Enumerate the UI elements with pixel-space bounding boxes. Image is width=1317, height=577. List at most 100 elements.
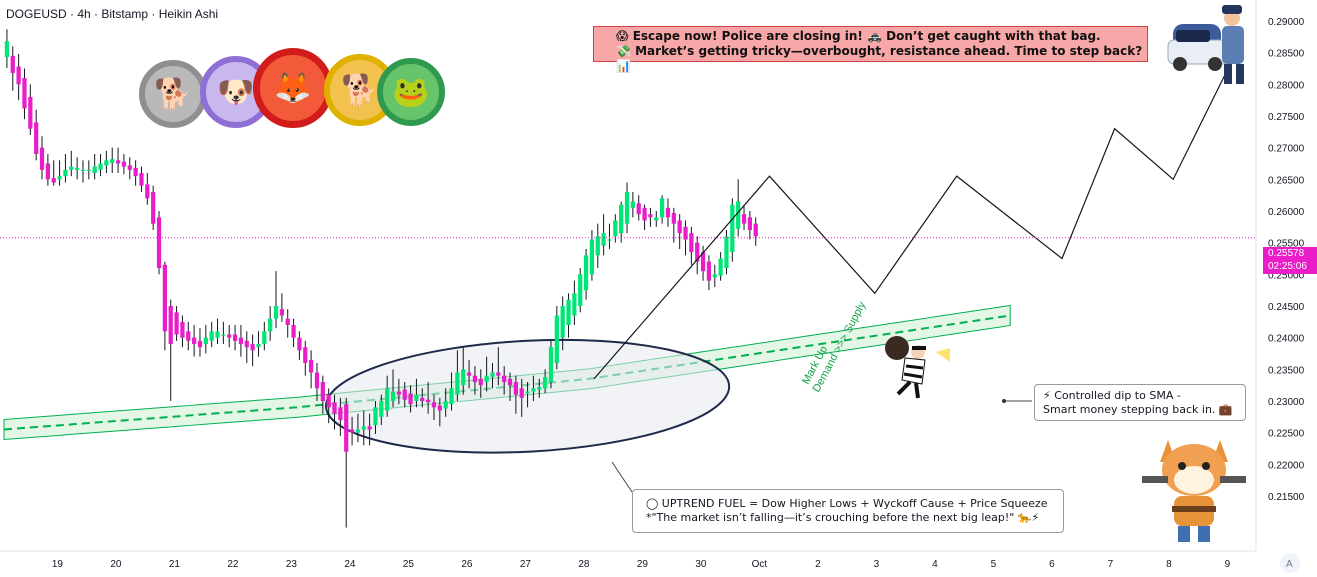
bear-candle — [133, 167, 138, 177]
bear-candle — [197, 340, 203, 348]
thief-icon — [885, 336, 950, 399]
bear-candle — [753, 223, 758, 237]
time-tick-label: 21 — [169, 559, 181, 570]
time-tick-label: 20 — [110, 559, 122, 570]
bear-candle — [437, 405, 442, 411]
time-tick-label: 27 — [520, 559, 532, 570]
time-tick-label: 24 — [344, 559, 356, 570]
bull-candle — [578, 274, 583, 306]
bear-candle — [45, 163, 50, 180]
bull-candle — [414, 394, 419, 401]
price-tick-label: 0.26000 — [1268, 207, 1305, 218]
bear-candle — [232, 334, 238, 341]
fuel-callout-line1: ◯ UPTREND FUEL = Dow Higher Lows + Wycko… — [646, 497, 1048, 510]
bull-candle — [560, 306, 565, 338]
time-tick-label: 25 — [403, 559, 415, 570]
price-tick-label: 0.23000 — [1268, 397, 1305, 408]
bear-candle — [513, 382, 518, 395]
projection-path — [593, 49, 1239, 380]
time-tick-label: 2 — [815, 559, 821, 570]
last-price-tag: 0.25578 02:25:06 — [1263, 247, 1317, 274]
bear-candle — [747, 217, 752, 230]
bear-candle — [706, 261, 712, 281]
time-tick-label: 23 — [286, 559, 298, 570]
sma-callout-line1: ⚡ Controlled dip to SMA - — [1043, 389, 1181, 402]
warning-banner-line2: 💸 Market’s getting tricky—overbought, re… — [616, 44, 1143, 73]
shiba-cowboy-icon — [1142, 440, 1246, 542]
bull-candle — [203, 337, 208, 344]
bear-candle — [121, 161, 127, 167]
bear-candle — [162, 264, 167, 332]
time-tick-label: 8 — [1166, 559, 1172, 570]
bull-candle — [385, 388, 390, 411]
bear-candle — [408, 393, 413, 405]
time-tick-label: 6 — [1049, 559, 1055, 570]
bear-candle — [314, 372, 320, 389]
bull-candle — [484, 375, 489, 382]
time-tick-label: 22 — [227, 559, 239, 570]
fuel-callout: ◯ UPTREND FUEL = Dow Higher Lows + Wycko… — [632, 489, 1064, 533]
bull-candle — [449, 388, 454, 405]
bull-candle — [110, 159, 115, 163]
price-tick-label: 0.25500 — [1268, 239, 1305, 250]
bear-candle — [338, 407, 343, 420]
bull-candle — [98, 163, 103, 170]
bull-candle — [724, 236, 729, 268]
bear-candle — [303, 347, 308, 363]
time-tick-label: 4 — [932, 559, 938, 570]
bear-candle — [320, 382, 325, 401]
bear-candle — [420, 397, 425, 401]
bull-candle — [566, 299, 571, 325]
bear-candle — [426, 399, 431, 403]
police-icon — [1167, 5, 1244, 84]
bear-candle — [34, 122, 39, 154]
bull-candle — [69, 166, 74, 170]
bear-candle — [402, 389, 407, 400]
price-tick-label: 0.24000 — [1268, 334, 1305, 345]
price-tick-label: 0.21500 — [1268, 492, 1305, 503]
bull-candle — [548, 347, 554, 382]
tradingview-logo-icon[interactable]: A — [1280, 553, 1300, 573]
time-tick-label: 26 — [461, 559, 473, 570]
bull-candle — [718, 258, 723, 276]
price-tick-label: 0.22500 — [1268, 429, 1305, 440]
bull-candle — [390, 391, 396, 401]
bull-candle — [613, 220, 618, 237]
bear-candle — [244, 340, 249, 348]
bear-candle — [174, 312, 179, 335]
bear-candle — [168, 306, 173, 344]
price-tick-label: 0.28500 — [1268, 49, 1305, 60]
bull-candle — [256, 344, 261, 348]
bear-candle — [741, 214, 747, 224]
bear-candle — [39, 147, 45, 170]
bear-candle — [689, 233, 694, 253]
bear-candle — [665, 207, 671, 218]
bull-candle — [660, 198, 665, 218]
last-price-value: 0.25578 — [1268, 248, 1305, 259]
time-tick-label: 5 — [991, 559, 997, 570]
time-tick-label: 30 — [695, 559, 707, 570]
bull-candle — [589, 239, 595, 275]
price-tick-label: 0.29000 — [1268, 17, 1305, 28]
bear-candle — [636, 203, 641, 215]
bull-candle — [355, 429, 361, 433]
fuel-callout-pointer — [611, 461, 633, 493]
bear-candle — [344, 404, 349, 452]
bull-candle — [268, 318, 273, 332]
bull-candle — [215, 331, 220, 338]
price-tick-label: 0.26500 — [1268, 175, 1305, 186]
bear-candle — [349, 429, 355, 433]
time-tick-label: 3 — [874, 559, 880, 570]
bull-candle — [86, 169, 91, 172]
time-tick-label: 29 — [637, 559, 649, 570]
bull-candle — [221, 334, 226, 336]
bull-candle — [712, 274, 717, 278]
bull-candle — [572, 293, 577, 316]
bull-candle — [730, 204, 735, 253]
bear-candle — [192, 337, 197, 344]
sma-callout-line2: Smart money stepping back in. 💼 — [1043, 403, 1233, 416]
bear-candle — [309, 359, 314, 373]
bear-candle — [151, 192, 156, 224]
bear-candle — [396, 391, 401, 395]
